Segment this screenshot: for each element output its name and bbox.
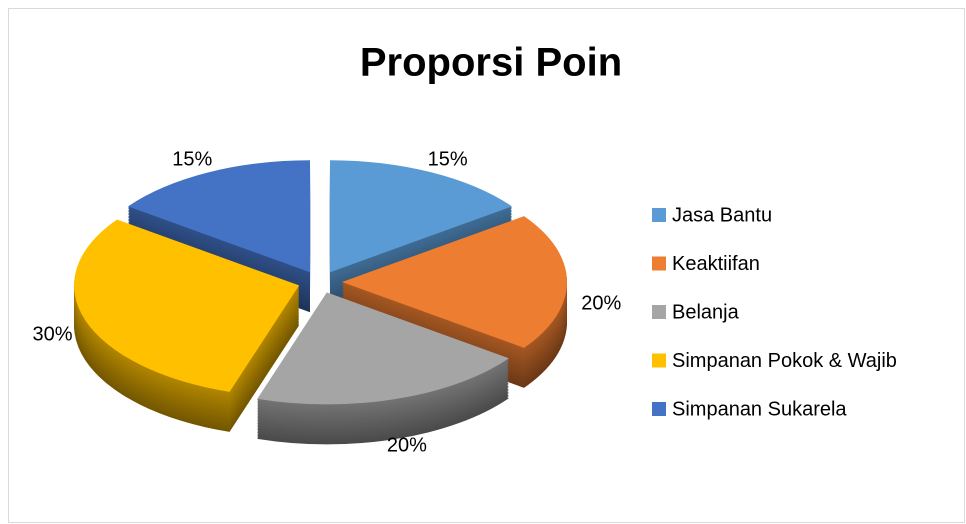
data-label: 20% [581, 292, 621, 314]
slice-top [74, 219, 300, 392]
data-label: 30% [32, 324, 72, 346]
legend-label: Jasa Bantu [672, 204, 772, 226]
legend-swatch [652, 256, 666, 271]
legend-label: Simpanan Pokok & Wajib [672, 350, 897, 372]
chart-title: Proporsi Poin [360, 41, 622, 85]
data-label: 15% [428, 149, 468, 171]
slice-top [342, 216, 567, 348]
legend-label: Keaktiifan [672, 253, 760, 275]
data-label: 15% [172, 149, 212, 171]
slice-top [127, 160, 311, 273]
legend-swatch [652, 402, 666, 416]
legend-swatch [652, 208, 666, 222]
slice-top [257, 292, 509, 405]
slice-top [329, 160, 513, 273]
data-label: 20% [387, 434, 427, 456]
legend-swatch [652, 305, 666, 319]
slice [257, 292, 509, 445]
legend-swatch [652, 353, 666, 368]
slice [342, 216, 567, 388]
legend-label: Simpanan Sukarela [672, 398, 847, 420]
legend-label: Belanja [672, 301, 740, 323]
slice [74, 219, 300, 432]
